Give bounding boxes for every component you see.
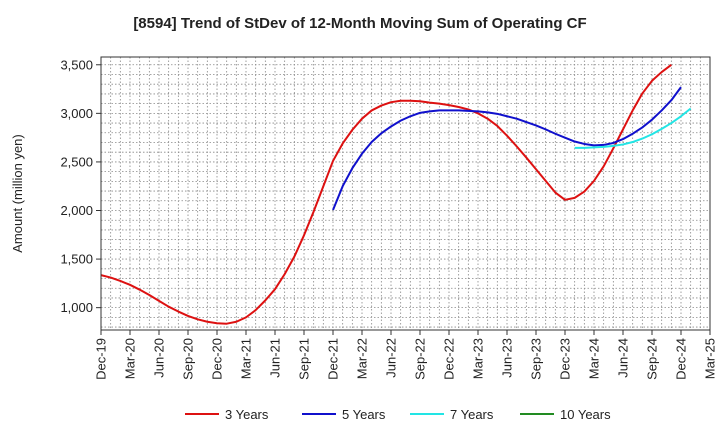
x-tick-label: Jun-20 — [152, 338, 167, 378]
x-tick-label: Jun-22 — [384, 338, 399, 378]
x-tick-label: Mar-24 — [587, 338, 602, 379]
x-tick-label: Mar-23 — [471, 338, 486, 379]
x-tick-label: Mar-25 — [703, 338, 718, 379]
legend-label: 10 Years — [560, 407, 611, 422]
x-tick-label: Dec-23 — [558, 338, 573, 380]
x-tick-label: Sep-23 — [529, 338, 544, 380]
y-tick-label: 3,500 — [60, 57, 93, 72]
x-axis-ticks: Dec-19 Mar-20 Jun-20 Sep-20 Dec-20 Mar-21 Jun-… — [94, 330, 718, 380]
x-tick-label: Mar-21 — [239, 338, 254, 379]
y-axis-label: Amount (million yen) — [10, 134, 25, 253]
x-tick-label: Sep-22 — [413, 338, 428, 380]
x-tick-label: Mar-20 — [123, 338, 138, 379]
legend-label: 5 Years — [342, 407, 386, 422]
legend: 3 Years 5 Years 7 Years 10 Years — [185, 407, 611, 422]
y-tick-label: 1,500 — [60, 252, 93, 267]
y-axis-ticks: 1,000 1,500 2,000 2,500 3,000 3,500 — [60, 57, 101, 315]
chart-title: [8594] Trend of StDev of 12-Month Moving… — [133, 15, 586, 32]
x-tick-label: Mar-22 — [355, 338, 370, 379]
x-tick-label: Dec-20 — [210, 338, 225, 380]
y-tick-label: 2,500 — [60, 154, 93, 169]
x-tick-label: Jun-24 — [616, 338, 631, 378]
x-tick-label: Jun-23 — [500, 338, 515, 378]
gridlines — [101, 57, 710, 330]
series-line-7-years — [574, 107, 692, 149]
plot-area — [101, 57, 710, 330]
x-tick-label: Dec-19 — [94, 338, 109, 380]
x-tick-label: Dec-24 — [674, 338, 689, 380]
y-tick-label: 2,000 — [60, 203, 93, 218]
legend-label: 3 Years — [225, 407, 269, 422]
plot-border — [100, 56, 711, 331]
series-line-3-years — [100, 63, 672, 325]
x-tick-label: Dec-21 — [326, 338, 341, 380]
x-tick-label: Sep-20 — [181, 338, 196, 380]
x-tick-label: Sep-24 — [645, 338, 660, 380]
y-tick-label: 1,000 — [60, 300, 93, 315]
x-tick-label: Sep-21 — [297, 338, 312, 380]
x-tick-label: Jun-21 — [268, 338, 283, 378]
series-line-5-years — [332, 86, 682, 211]
x-tick-label: Dec-22 — [442, 338, 457, 380]
legend-label: 7 Years — [450, 407, 494, 422]
series-lines — [100, 63, 692, 325]
y-tick-label: 3,000 — [60, 106, 93, 121]
